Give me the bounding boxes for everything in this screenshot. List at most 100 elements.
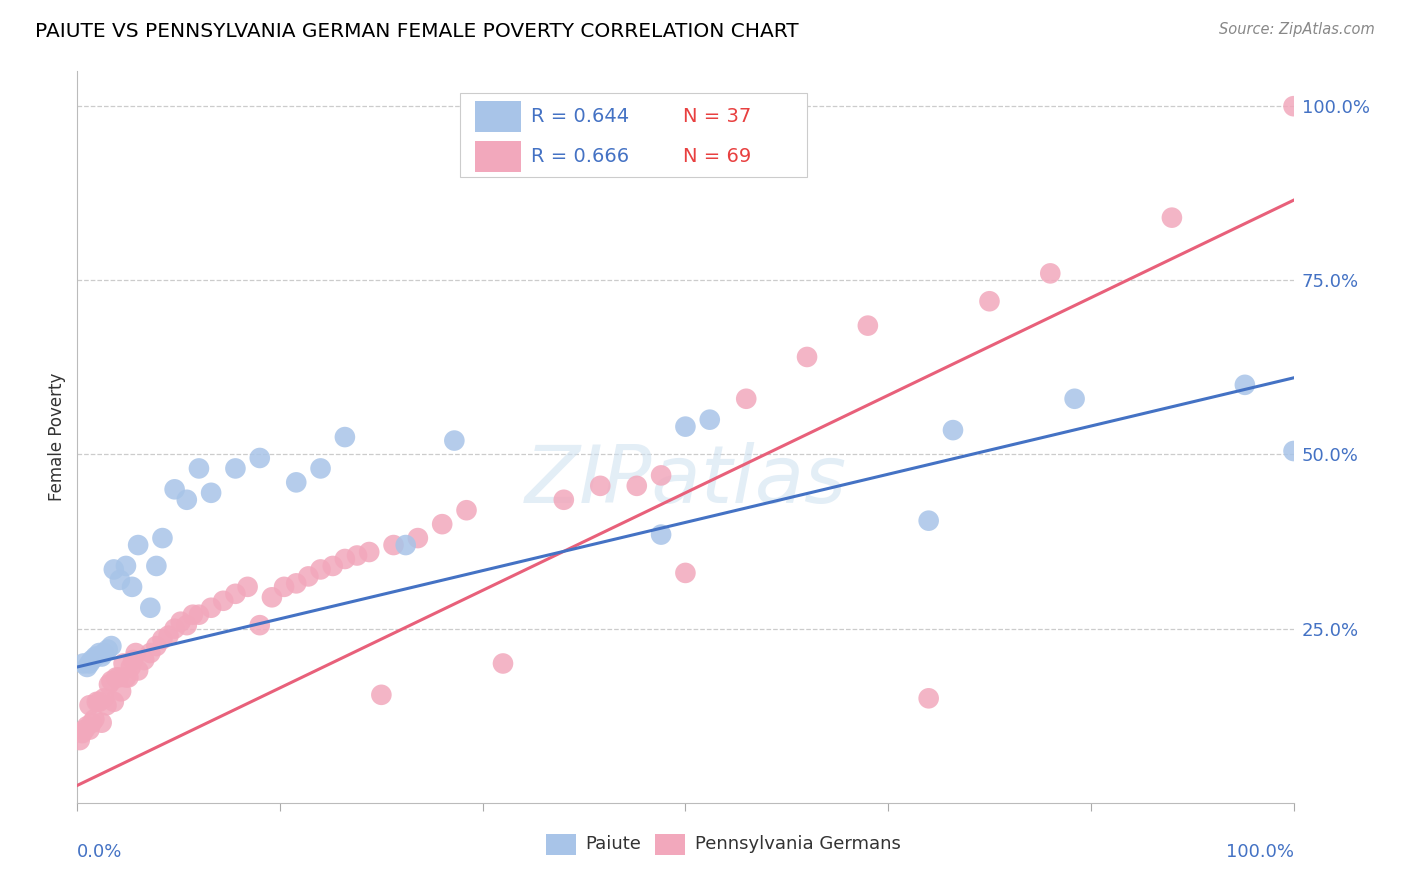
Point	[942, 423, 965, 437]
Point	[84, 649, 107, 664]
Point	[73, 723, 96, 737]
Point	[89, 646, 111, 660]
Point	[285, 475, 308, 490]
Text: Paiute: Paiute	[586, 836, 641, 854]
FancyBboxPatch shape	[655, 833, 686, 855]
Point	[100, 639, 122, 653]
Text: N = 37: N = 37	[683, 107, 751, 127]
Point	[93, 691, 115, 706]
Point	[856, 318, 879, 333]
Point	[346, 549, 368, 563]
Point	[382, 538, 405, 552]
Text: 100.0%: 100.0%	[1226, 843, 1294, 861]
Point	[120, 660, 142, 674]
Point	[89, 695, 111, 709]
Point	[200, 600, 222, 615]
Point	[979, 294, 1001, 309]
Point	[176, 618, 198, 632]
Point	[103, 562, 125, 576]
Point	[359, 545, 381, 559]
Point	[139, 600, 162, 615]
Point	[79, 698, 101, 713]
Point	[309, 562, 332, 576]
Text: PAIUTE VS PENNSYLVANIA GERMAN FEMALE POVERTY CORRELATION CHART: PAIUTE VS PENNSYLVANIA GERMAN FEMALE POV…	[35, 22, 799, 41]
Point	[675, 419, 697, 434]
Text: Source: ZipAtlas.com: Source: ZipAtlas.com	[1219, 22, 1375, 37]
Point	[127, 664, 149, 678]
FancyBboxPatch shape	[475, 141, 522, 172]
Point	[297, 569, 319, 583]
Point	[333, 430, 356, 444]
Point	[83, 712, 105, 726]
Text: R = 0.666: R = 0.666	[531, 147, 628, 166]
Point	[249, 450, 271, 465]
Point	[1282, 444, 1305, 458]
Point	[76, 660, 98, 674]
Point	[236, 580, 259, 594]
Point	[224, 461, 246, 475]
Point	[1039, 266, 1062, 280]
Point	[273, 580, 295, 594]
Point	[675, 566, 697, 580]
Point	[125, 646, 148, 660]
Point	[406, 531, 429, 545]
Text: 0.0%: 0.0%	[77, 843, 122, 861]
Point	[157, 629, 180, 643]
Point	[224, 587, 246, 601]
Point	[200, 485, 222, 500]
Point	[100, 673, 122, 688]
Point	[309, 461, 332, 475]
FancyBboxPatch shape	[546, 833, 576, 855]
Point	[110, 684, 132, 698]
Point	[188, 461, 211, 475]
Point	[145, 558, 167, 573]
Point	[1063, 392, 1085, 406]
Point	[115, 558, 138, 573]
Point	[322, 558, 344, 573]
Point	[188, 607, 211, 622]
Point	[139, 646, 162, 660]
Point	[163, 622, 186, 636]
Point	[626, 479, 648, 493]
Point	[285, 576, 308, 591]
Point	[117, 670, 139, 684]
Point	[127, 538, 149, 552]
Point	[70, 726, 93, 740]
Point	[492, 657, 515, 671]
Point	[1282, 99, 1305, 113]
Point	[122, 653, 145, 667]
Point	[735, 392, 758, 406]
Point	[443, 434, 465, 448]
Point	[108, 573, 131, 587]
Point	[212, 594, 235, 608]
Point	[152, 531, 174, 545]
Point	[72, 657, 94, 671]
Point	[170, 615, 193, 629]
Point	[80, 715, 103, 730]
Point	[105, 670, 128, 684]
Point	[1161, 211, 1184, 225]
Point	[456, 503, 478, 517]
Point	[395, 538, 418, 552]
Point	[333, 552, 356, 566]
Text: Pennsylvania Germans: Pennsylvania Germans	[695, 836, 901, 854]
Point	[589, 479, 612, 493]
Point	[121, 580, 143, 594]
Point	[181, 607, 204, 622]
Point	[80, 653, 103, 667]
Point	[134, 653, 156, 667]
Point	[115, 670, 138, 684]
Point	[86, 695, 108, 709]
Point	[90, 649, 112, 664]
Point	[918, 691, 941, 706]
Point	[79, 657, 101, 671]
Point	[93, 646, 115, 660]
Point	[163, 483, 186, 497]
Point	[97, 642, 120, 657]
FancyBboxPatch shape	[460, 94, 807, 178]
Point	[1233, 377, 1256, 392]
Text: ZIPatlas: ZIPatlas	[524, 442, 846, 520]
Text: R = 0.644: R = 0.644	[531, 107, 628, 127]
Point	[97, 677, 120, 691]
Point	[249, 618, 271, 632]
